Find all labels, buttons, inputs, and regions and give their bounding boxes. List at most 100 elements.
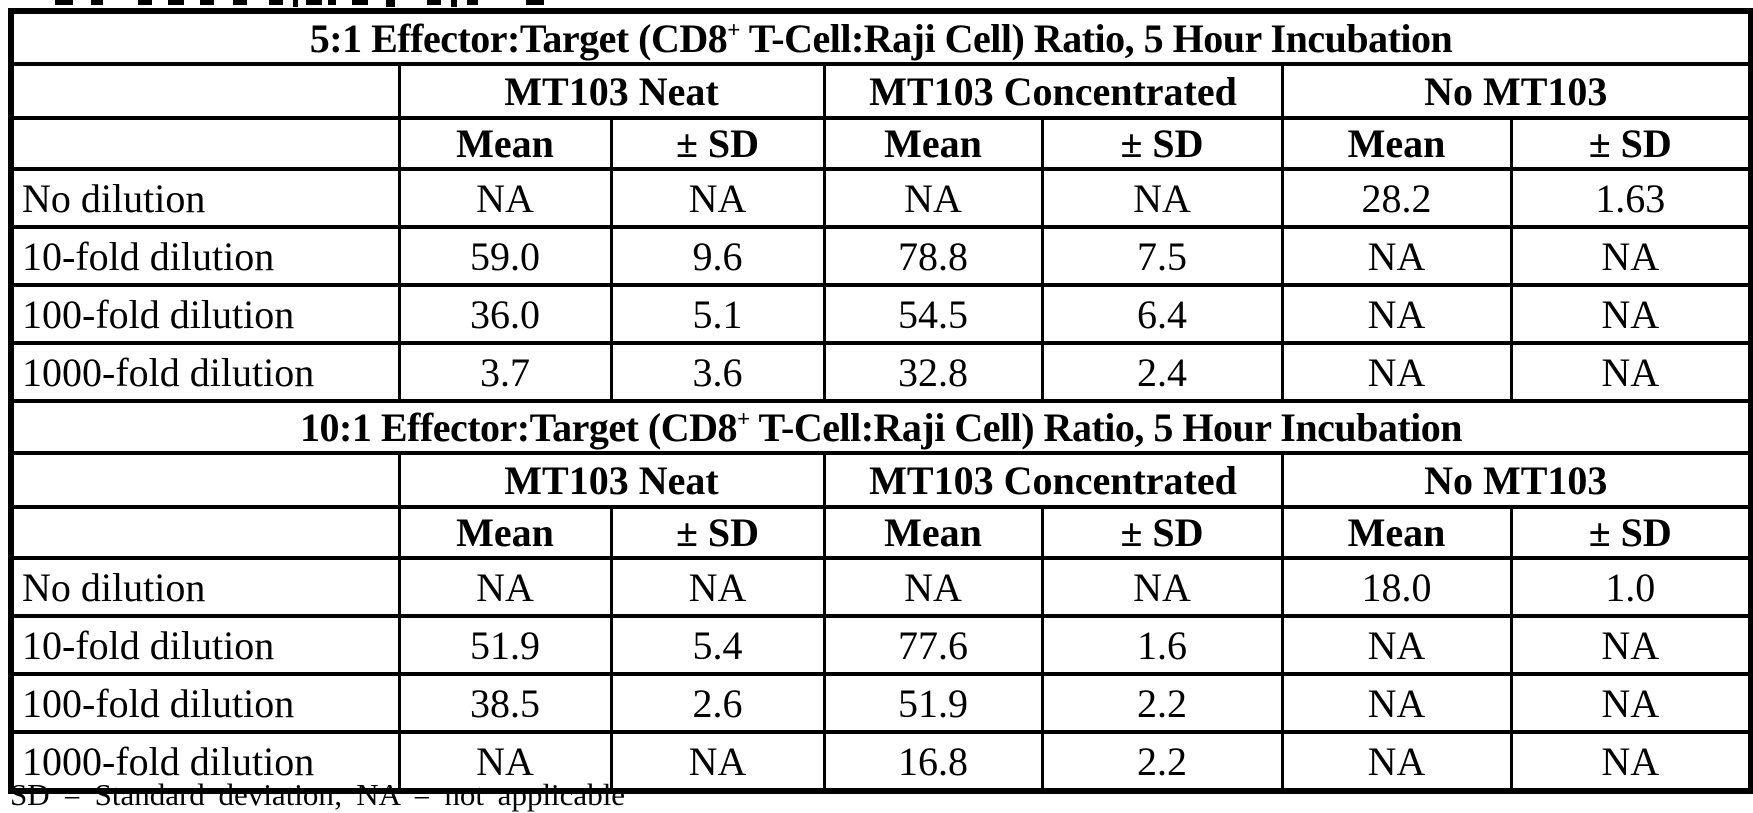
clipped-text-fragment	[526, 0, 544, 5]
value-cell: 54.5	[822, 283, 1044, 345]
subheader-cell: Mean	[1280, 505, 1513, 560]
table-row: 10:1 Effector:Target (CD8+ T-Cell:Raji C…	[9, 399, 1753, 455]
group-header-cell: MT103 Concentrated	[822, 451, 1284, 509]
table-row: MT103 Neat MT103 Concentrated No MT103	[9, 62, 1753, 120]
value-cell: 1.0	[1509, 556, 1753, 618]
clipped-text-fragment	[200, 0, 214, 5]
row-label-cell: 1000-fold dilution	[9, 341, 401, 403]
clipped-text-fragment	[269, 0, 283, 5]
value-cell: NA	[1509, 672, 1753, 734]
value-cell: 38.5	[397, 672, 613, 734]
value-cell: 2.2	[1040, 672, 1284, 734]
group-header-cell: MT103 Neat	[397, 451, 826, 509]
value-cell: 5.1	[609, 283, 826, 345]
title-text: T-Cell:Raji Cell) Ratio, 5 Hour Incubati…	[740, 15, 1453, 61]
value-cell: 28.2	[1280, 167, 1513, 229]
value-cell: 32.8	[822, 341, 1044, 403]
table-title-10to1: 10:1 Effector:Target (CD8+ T-Cell:Raji C…	[9, 399, 1753, 455]
title-text: 5:1 Effector:Target (CD8	[309, 15, 728, 61]
clipped-text-fragment	[233, 0, 247, 5]
value-cell: 51.9	[397, 614, 613, 676]
table-title-5to1: 5:1 Effector:Target (CD8+ T-Cell:Raji Ce…	[9, 9, 1753, 66]
value-cell: NA	[397, 167, 613, 229]
table-row: Mean ± SD Mean ± SD Mean ± SD	[9, 505, 1753, 560]
superscript-plus: +	[727, 17, 740, 44]
clipped-text-fragment	[306, 0, 322, 5]
row-label-cell: 1000-fold dilution	[9, 730, 401, 793]
value-cell: NA	[1280, 341, 1513, 403]
group-header-cell: No MT103	[1280, 62, 1753, 120]
subheader-cell: ± SD	[609, 116, 826, 171]
value-cell: NA	[1509, 283, 1753, 345]
value-cell: 1.6	[1040, 614, 1284, 676]
value-cell: NA	[822, 556, 1044, 618]
value-cell: 5.4	[609, 614, 826, 676]
table-row: No dilution NA NA NA NA 18.0 1.0	[9, 556, 1753, 618]
value-cell: NA	[609, 730, 826, 793]
table-row: 100-fold dilution 38.5 2.6 51.9 2.2 NA N…	[9, 672, 1753, 734]
title-text: 10:1 Effector:Target (CD8	[300, 404, 738, 450]
value-cell: NA	[397, 730, 613, 793]
value-cell: 59.0	[397, 225, 613, 287]
clipped-text-fragment	[138, 0, 152, 5]
row-label-cell: 10-fold dilution	[9, 614, 401, 676]
subheader-cell: ± SD	[1040, 505, 1284, 560]
table-row: 1000-fold dilution 3.7 3.6 32.8 2.4 NA N…	[9, 341, 1753, 403]
clipped-text-fragment	[386, 0, 395, 7]
corner-cell	[9, 451, 401, 509]
value-cell: 77.6	[822, 614, 1044, 676]
value-cell: NA	[1509, 730, 1753, 793]
results-table: 5:1 Effector:Target (CD8+ T-Cell:Raji Ce…	[8, 8, 1753, 794]
table-row: 100-fold dilution 36.0 5.1 54.5 6.4 NA N…	[9, 283, 1753, 345]
value-cell: 3.6	[609, 341, 826, 403]
subheader-cell: ± SD	[1040, 116, 1284, 171]
subheader-cell: Mean	[1280, 116, 1513, 171]
subheader-cell: ± SD	[1509, 505, 1753, 560]
table-row: 1000-fold dilution NA NA 16.8 2.2 NA NA	[9, 730, 1753, 793]
value-cell: 51.9	[822, 672, 1044, 734]
subheader-cell: Mean	[822, 505, 1044, 560]
clipped-text-fragment	[467, 0, 478, 5]
value-cell: NA	[822, 167, 1044, 229]
corner-cell	[9, 62, 401, 120]
clipped-text-top	[0, 0, 1753, 9]
table-row: Mean ± SD Mean ± SD Mean ± SD	[9, 116, 1753, 171]
value-cell: 2.2	[1040, 730, 1284, 793]
value-cell: 2.6	[609, 672, 826, 734]
superscript-plus: +	[737, 406, 750, 433]
table-row: No dilution NA NA NA NA 28.2 1.63	[9, 167, 1753, 229]
clipped-text-fragment	[451, 0, 457, 7]
value-cell: NA	[1040, 167, 1284, 229]
value-cell: NA	[1280, 672, 1513, 734]
table-row: 10-fold dilution 51.9 5.4 77.6 1.6 NA NA	[9, 614, 1753, 676]
corner-cell	[9, 116, 401, 171]
row-label-cell: 100-fold dilution	[9, 283, 401, 345]
row-label-cell: No dilution	[9, 167, 401, 229]
value-cell: 16.8	[822, 730, 1044, 793]
value-cell: NA	[1509, 225, 1753, 287]
value-cell: NA	[1040, 556, 1284, 618]
value-cell: 9.6	[609, 225, 826, 287]
value-cell: NA	[397, 556, 613, 618]
value-cell: 7.5	[1040, 225, 1284, 287]
value-cell: NA	[609, 167, 826, 229]
subheader-cell: ± SD	[1509, 116, 1753, 171]
clipped-text-fragment	[91, 0, 103, 5]
subheader-cell: Mean	[397, 505, 613, 560]
subheader-cell: Mean	[822, 116, 1044, 171]
title-text: T-Cell:Raji Cell) Ratio, 5 Hour Incubati…	[749, 404, 1463, 450]
clipped-text-fragment	[328, 0, 336, 5]
value-cell: 1.63	[1509, 167, 1753, 229]
clipped-text-fragment	[168, 0, 184, 5]
clipped-footnote: SD = Standard deviation; NA = not applic…	[10, 777, 626, 812]
subheader-cell: ± SD	[609, 505, 826, 560]
value-cell: NA	[609, 556, 826, 618]
clipped-text-fragment	[352, 0, 368, 5]
value-cell: NA	[1280, 225, 1513, 287]
value-cell: NA	[1280, 730, 1513, 793]
table-row: 5:1 Effector:Target (CD8+ T-Cell:Raji Ce…	[9, 9, 1753, 66]
value-cell: 6.4	[1040, 283, 1284, 345]
subheader-cell: Mean	[397, 116, 613, 171]
group-header-cell: No MT103	[1280, 451, 1753, 509]
